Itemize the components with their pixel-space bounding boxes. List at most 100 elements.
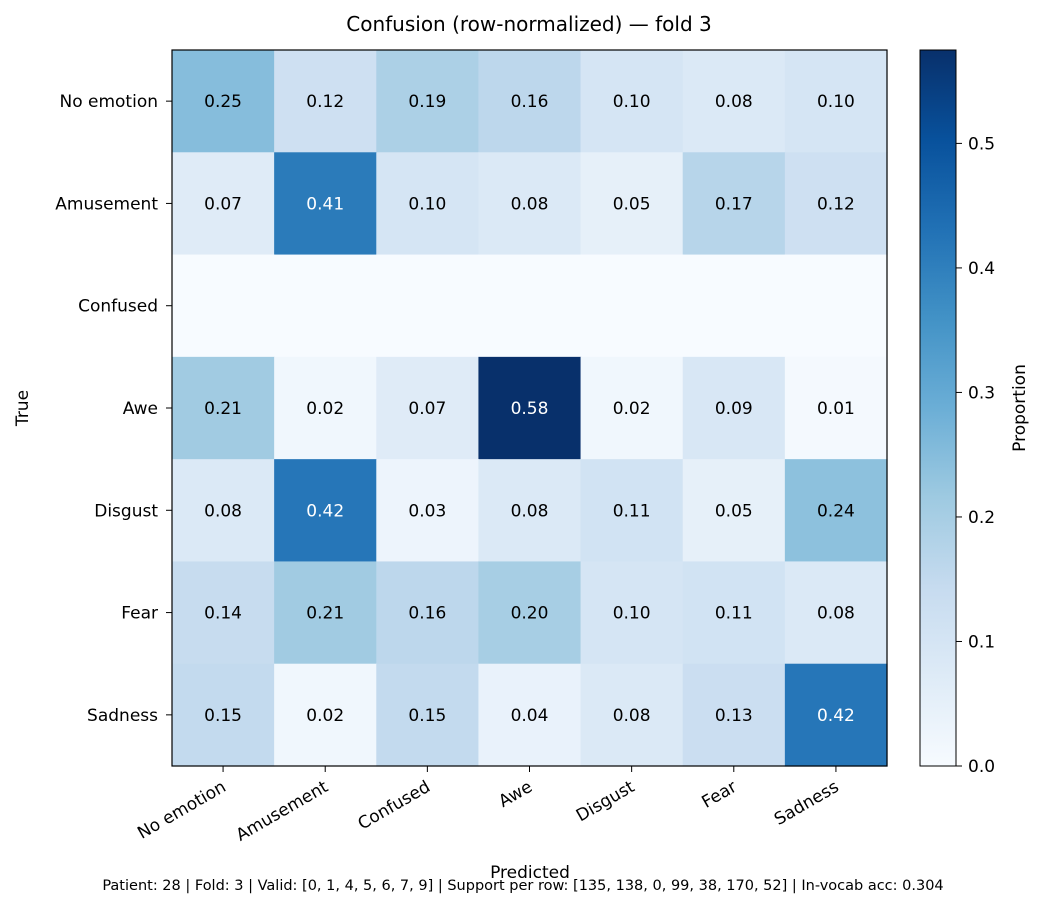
cell-value-label: 0.02 bbox=[613, 399, 651, 419]
cell-value-label: 0.11 bbox=[715, 604, 753, 624]
heatmap-cell bbox=[580, 356, 684, 460]
x-axis-label: Predicted bbox=[490, 863, 570, 883]
heatmap-cell bbox=[784, 356, 888, 460]
heatmap-cell bbox=[376, 152, 480, 256]
cell-value-label: 0.08 bbox=[511, 501, 549, 521]
heatmap-cell bbox=[580, 50, 684, 153]
heatmap-cell bbox=[172, 50, 275, 153]
x-tick-label: Sadness bbox=[771, 777, 843, 830]
x-tick-label: Awe bbox=[495, 777, 536, 812]
colorbar bbox=[919, 49, 957, 767]
cell-value-label: 0.08 bbox=[511, 194, 549, 214]
cell-value-label: 0.07 bbox=[204, 194, 242, 214]
cell-value-label: 0.10 bbox=[613, 92, 651, 112]
x-tick-label: No emotion bbox=[134, 777, 229, 844]
cell-value-label: 0.58 bbox=[511, 399, 549, 419]
heatmap-cell bbox=[172, 561, 275, 665]
cell-value-label: 0.10 bbox=[613, 604, 651, 624]
heatmap-cell bbox=[580, 663, 684, 767]
heatmap-cell bbox=[784, 152, 888, 256]
y-tick-label: Fear bbox=[121, 604, 158, 624]
chart-title: Confusion (row-normalized) — fold 3 bbox=[346, 12, 712, 36]
cell-value-label: 0.10 bbox=[408, 194, 446, 214]
cell-value-label: 0.07 bbox=[408, 399, 446, 419]
colorbar-tick-label: 0.1 bbox=[968, 632, 995, 652]
heatmap-cell bbox=[274, 663, 377, 767]
heatmap-cell bbox=[172, 152, 275, 256]
heatmap-cell bbox=[172, 254, 275, 358]
heatmap-cell bbox=[784, 663, 888, 767]
heatmap-cell bbox=[682, 561, 786, 665]
cell-value-label: 0.16 bbox=[408, 604, 446, 624]
heatmap-cell bbox=[274, 356, 377, 460]
cell-value-label: 0.08 bbox=[613, 706, 651, 726]
y-tick-label: Confused bbox=[78, 297, 158, 317]
x-tick-label: Amusement bbox=[233, 777, 332, 846]
cell-value-label: 0.42 bbox=[817, 706, 855, 726]
cell-value-label: 0.09 bbox=[715, 399, 753, 419]
y-tick-label: Sadness bbox=[87, 706, 158, 726]
heatmap-cell bbox=[376, 50, 480, 153]
heatmap-cell bbox=[784, 254, 888, 358]
heatmap-cell bbox=[172, 356, 275, 460]
heatmap-cell bbox=[478, 561, 582, 665]
colorbar-tick-label: 0.0 bbox=[968, 757, 995, 777]
heatmap-cell bbox=[274, 50, 377, 153]
heatmap-cell bbox=[376, 459, 480, 563]
heatmap-cell bbox=[172, 459, 275, 563]
cell-value-label: 0.12 bbox=[306, 92, 344, 112]
heatmap-cell bbox=[784, 459, 888, 563]
colorbar-tick-label: 0.3 bbox=[968, 383, 995, 403]
x-axis-ticks: No emotion Amusement Confused Awe Disgust Fea… bbox=[134, 766, 843, 846]
heatmap-cell bbox=[682, 459, 786, 563]
cell-value-label: 0.05 bbox=[613, 194, 651, 214]
cell-value-label: 0.11 bbox=[613, 501, 651, 521]
colorbar-ticks: 0.0 0.1 0.2 0.3 0.4 0.5 bbox=[956, 134, 995, 777]
heatmap-cell bbox=[682, 50, 786, 153]
heatmap-cell bbox=[376, 663, 480, 767]
cell-value-label: 0.19 bbox=[408, 92, 446, 112]
cell-value-label: 0.10 bbox=[817, 92, 855, 112]
cell-value-label: 0.03 bbox=[408, 501, 446, 521]
cell-value-label: 0.02 bbox=[306, 399, 344, 419]
cell-value-label: 0.08 bbox=[817, 604, 855, 624]
colorbar-tick-label: 0.2 bbox=[968, 508, 995, 528]
heatmap-cell bbox=[682, 152, 786, 256]
x-tick-label: Disgust bbox=[573, 777, 639, 826]
heatmap-cell bbox=[478, 152, 582, 256]
heatmap-cell bbox=[580, 152, 684, 256]
y-tick-label: Awe bbox=[123, 399, 158, 419]
cell-value-label: 0.16 bbox=[511, 92, 549, 112]
heatmap-cell bbox=[274, 254, 377, 358]
y-tick-label: Amusement bbox=[55, 194, 158, 214]
heatmap-cell bbox=[478, 663, 582, 767]
heatmap-cell bbox=[478, 254, 582, 358]
cell-value-label: 0.02 bbox=[306, 706, 344, 726]
cell-value-label: 0.15 bbox=[408, 706, 446, 726]
cell-value-label: 0.05 bbox=[715, 501, 753, 521]
heatmap-cell bbox=[478, 459, 582, 563]
y-axis-label: True bbox=[13, 390, 33, 427]
heatmap-cell bbox=[172, 663, 275, 767]
heatmap-cell bbox=[274, 561, 377, 665]
cell-value-label: 0.41 bbox=[306, 194, 344, 214]
cell-value-label: 0.13 bbox=[715, 706, 753, 726]
cell-value-label: 0.25 bbox=[204, 92, 242, 112]
y-tick-label: No emotion bbox=[59, 92, 158, 112]
heatmap-cell bbox=[376, 356, 480, 460]
heatmap-cell bbox=[376, 254, 480, 358]
heatmap-cell bbox=[682, 254, 786, 358]
cell-value-label: 0.17 bbox=[715, 194, 753, 214]
heatmap-cell-labels: 0.25 0.12 0.19 0.16 0.10 0.08 0.10 0.07 0.41 0.10… bbox=[204, 92, 855, 726]
heatmap-cell bbox=[580, 459, 684, 563]
heatmap-cell bbox=[274, 459, 377, 563]
x-tick-label: Confused bbox=[355, 777, 434, 834]
heatmap-cell bbox=[580, 561, 684, 665]
heatmap-cell bbox=[274, 152, 377, 256]
cell-value-label: 0.15 bbox=[204, 706, 242, 726]
heatmap-cell bbox=[580, 254, 684, 358]
colorbar-label: Proportion bbox=[1010, 364, 1030, 452]
heatmap-cell bbox=[682, 356, 786, 460]
cell-value-label: 0.21 bbox=[306, 604, 344, 624]
colorbar-tick-label: 0.5 bbox=[968, 134, 995, 154]
